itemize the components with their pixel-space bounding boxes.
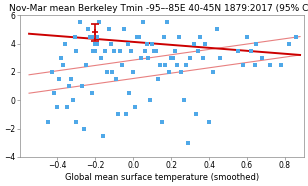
Point <box>144 42 149 45</box>
Point <box>83 63 88 66</box>
Point <box>97 21 102 24</box>
Point <box>120 63 124 66</box>
Point <box>176 35 181 38</box>
Point <box>121 28 126 31</box>
Point <box>207 120 212 123</box>
Point <box>161 35 166 38</box>
Point <box>93 42 98 45</box>
Point <box>57 78 62 81</box>
Point <box>252 63 257 66</box>
Point <box>63 42 67 45</box>
Point <box>114 78 119 81</box>
Point <box>89 92 94 95</box>
Point <box>210 70 215 73</box>
Point <box>74 120 79 123</box>
Point <box>138 56 143 59</box>
Point <box>129 49 134 52</box>
Point <box>235 49 240 52</box>
Point <box>82 127 87 130</box>
Point <box>112 49 117 52</box>
Point <box>59 56 64 59</box>
Point <box>188 56 192 59</box>
Point <box>184 63 189 66</box>
Point <box>136 35 141 38</box>
Point <box>201 56 206 59</box>
Point <box>267 63 272 66</box>
Point <box>203 42 208 45</box>
Point <box>110 70 115 73</box>
Point <box>102 49 107 52</box>
Point <box>156 78 160 81</box>
Point <box>245 35 249 38</box>
Point <box>108 42 113 45</box>
Point <box>260 56 265 59</box>
Point <box>154 49 159 52</box>
Point <box>163 63 168 66</box>
Point <box>157 63 162 66</box>
Point <box>49 70 54 73</box>
Point <box>174 63 179 66</box>
Point <box>64 106 69 109</box>
Point <box>61 63 66 66</box>
Point <box>46 120 51 123</box>
Point <box>193 113 198 116</box>
Point <box>279 63 284 66</box>
Point <box>116 113 121 116</box>
Point <box>125 42 130 45</box>
Point <box>186 141 191 144</box>
Point <box>78 21 83 24</box>
Point <box>214 28 219 31</box>
Point <box>218 56 223 59</box>
Point <box>167 70 172 73</box>
Point <box>150 42 155 45</box>
Point <box>241 63 246 66</box>
Point <box>72 35 77 38</box>
Point <box>67 85 71 88</box>
Point <box>85 28 90 31</box>
Point <box>99 56 103 59</box>
Point <box>106 28 111 31</box>
Point <box>140 21 145 24</box>
Point <box>135 35 140 38</box>
Point <box>248 49 253 52</box>
Point <box>91 49 96 52</box>
Point <box>118 49 123 52</box>
Point <box>70 99 75 102</box>
Point <box>93 49 98 52</box>
Point <box>159 120 164 123</box>
Point <box>171 56 176 59</box>
Point <box>172 49 177 52</box>
Point <box>294 35 299 38</box>
Point <box>152 49 156 52</box>
Point <box>197 35 202 38</box>
Point <box>169 56 174 59</box>
Title: Nov-Mar mean Berkeley Tmin -95–-85E 40-45N 1879:2017 (95% CI): Nov-Mar mean Berkeley Tmin -95–-85E 40-4… <box>9 4 308 13</box>
Point <box>123 113 128 116</box>
Point <box>178 70 183 73</box>
Point <box>104 70 109 73</box>
Point <box>142 49 147 52</box>
Point <box>182 99 187 102</box>
Point <box>148 99 153 102</box>
Point <box>100 134 105 137</box>
Point <box>80 85 85 88</box>
Point <box>165 21 170 24</box>
Point <box>87 35 92 38</box>
Point <box>146 56 151 59</box>
Point <box>133 106 138 109</box>
Point <box>95 35 100 38</box>
Point <box>51 92 56 95</box>
Point <box>95 42 100 45</box>
Point <box>131 70 136 73</box>
Point <box>74 49 79 52</box>
Point <box>89 35 94 38</box>
Point <box>254 42 259 45</box>
Point <box>127 92 132 95</box>
Point <box>195 49 200 52</box>
Point <box>55 106 60 109</box>
Point <box>192 42 197 45</box>
Point <box>286 42 291 45</box>
X-axis label: Global mean surface temperature (smoothed): Global mean surface temperature (smoothe… <box>65 173 259 182</box>
Point <box>68 78 73 81</box>
